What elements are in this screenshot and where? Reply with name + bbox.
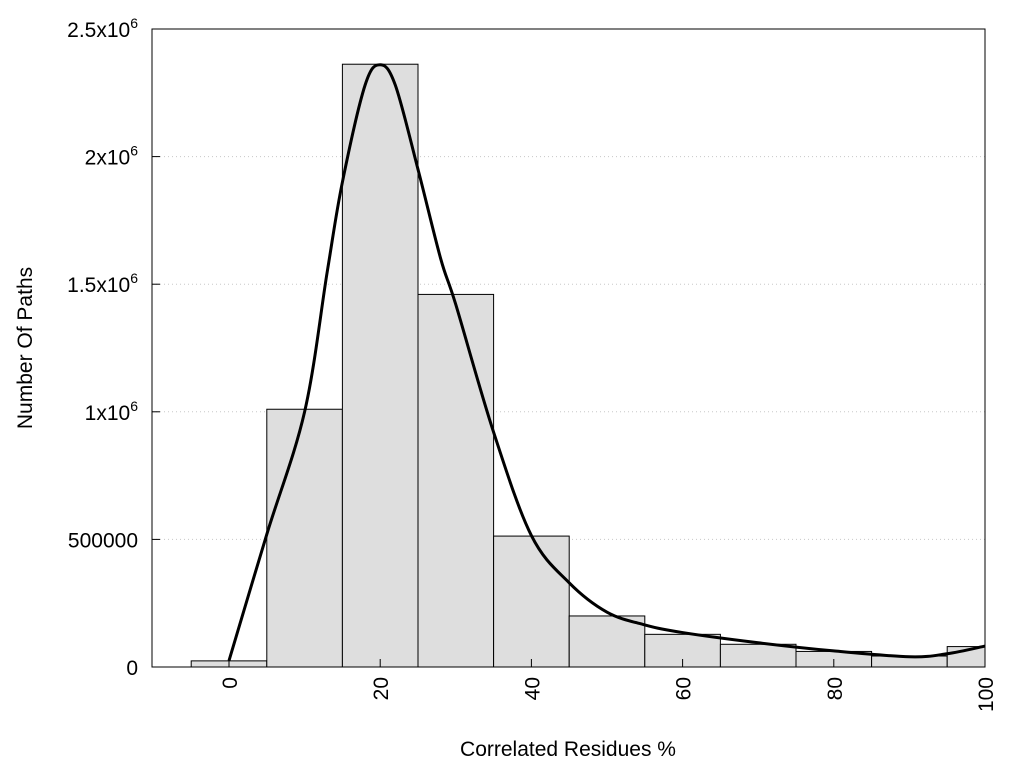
y-tick-label: 500000 [68,529,138,552]
histogram-bar [568,615,646,668]
y-tick-label: 2x106 [85,143,139,170]
x-tick-label: 40 [521,677,544,700]
x-tick-label: 0 [219,677,242,689]
y-tick-label: 2.5x106 [67,15,138,42]
y-axis-label: Number Of Paths [14,267,37,429]
x-axis-ticks: 0 20 40 60 80 100 [219,659,998,712]
histogram-bar [719,643,797,668]
y-tick-label: 0 [126,657,138,680]
histogram-bar [341,63,419,668]
x-tick-label: 20 [370,677,393,700]
y-tick-label: 1.5x106 [67,270,138,297]
histogram-bar [417,293,495,668]
x-tick-label: 100 [975,677,998,712]
density-curve [227,63,986,662]
y-tick-label: 1x106 [85,398,139,425]
histogram-bar [493,535,570,668]
plot-frame [151,28,986,668]
histogram-bar [266,408,343,668]
x-tick-label: 80 [824,677,847,700]
bars [190,63,986,668]
x-tick-label: 60 [673,677,696,700]
x-axis-label: Correlated Residues % [460,738,676,761]
y-axis-ticks: 0 500000 1x106 1.5x106 2x106 2.5x106 [67,15,160,680]
